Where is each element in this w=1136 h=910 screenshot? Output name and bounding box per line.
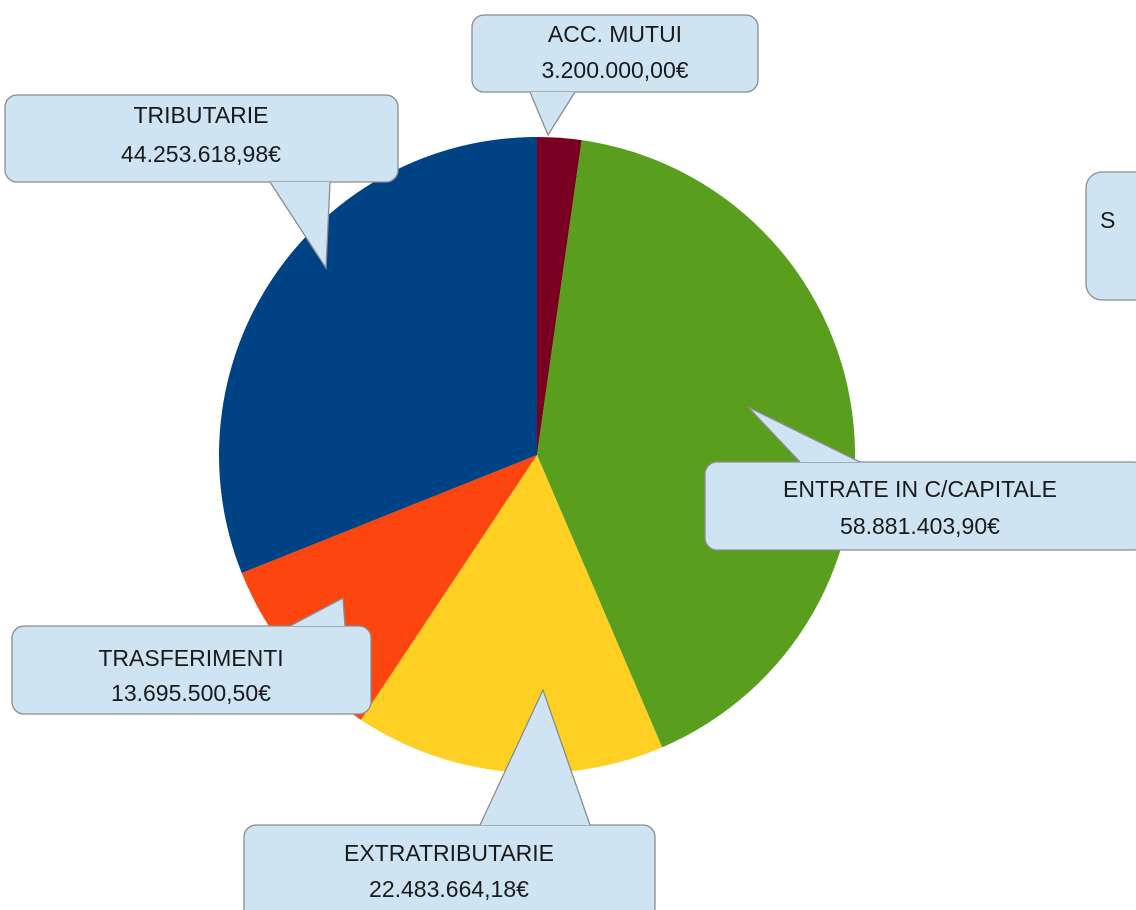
callouts: S ACC. MUTUI 3.200.000,00€ ENTRATE IN C/CA… — [4, 14, 1136, 910]
callout-pointer-edge — [529, 91, 576, 137]
pie-slice — [218, 137, 537, 574]
value-label: 44.253.618,98€ — [121, 141, 281, 167]
slice-label: ENTRATE IN C/CAPITALE — [783, 476, 1057, 502]
callout-pointer-edge — [269, 181, 331, 271]
pie-slice — [537, 140, 855, 748]
callout-pointer-edge — [479, 688, 591, 826]
value-label: 22.483.664,18€ — [369, 876, 529, 902]
slice-label: TRIBUTARIE — [133, 102, 268, 128]
value-label: 3.200.000,00€ — [541, 57, 688, 83]
callout-pointer-edge — [289, 596, 346, 627]
slice-label: EXTRATRIBUTARIE — [344, 840, 554, 866]
annotation: S — [1100, 207, 1115, 233]
callout-pointer — [530, 92, 575, 135]
callout-pointer-edge — [747, 406, 861, 463]
pie-slice — [537, 137, 582, 455]
slice-label: ACC. MUTUI — [548, 21, 682, 47]
value-label: 58.881.403,90€ — [840, 513, 1000, 539]
callout-box — [11, 625, 372, 715]
slice-label: TRASFERIMENTI — [98, 645, 283, 671]
callout-box — [1085, 171, 1136, 301]
callout-box — [4, 94, 399, 183]
pie-slice — [360, 455, 663, 774]
callout-box — [471, 14, 759, 93]
callout-pointer — [480, 690, 590, 825]
callout-box — [704, 461, 1136, 551]
value-label: 13.695.500,50€ — [111, 680, 271, 706]
callout-box — [243, 824, 656, 910]
pie — [218, 137, 855, 774]
callout-pointer — [270, 182, 330, 268]
